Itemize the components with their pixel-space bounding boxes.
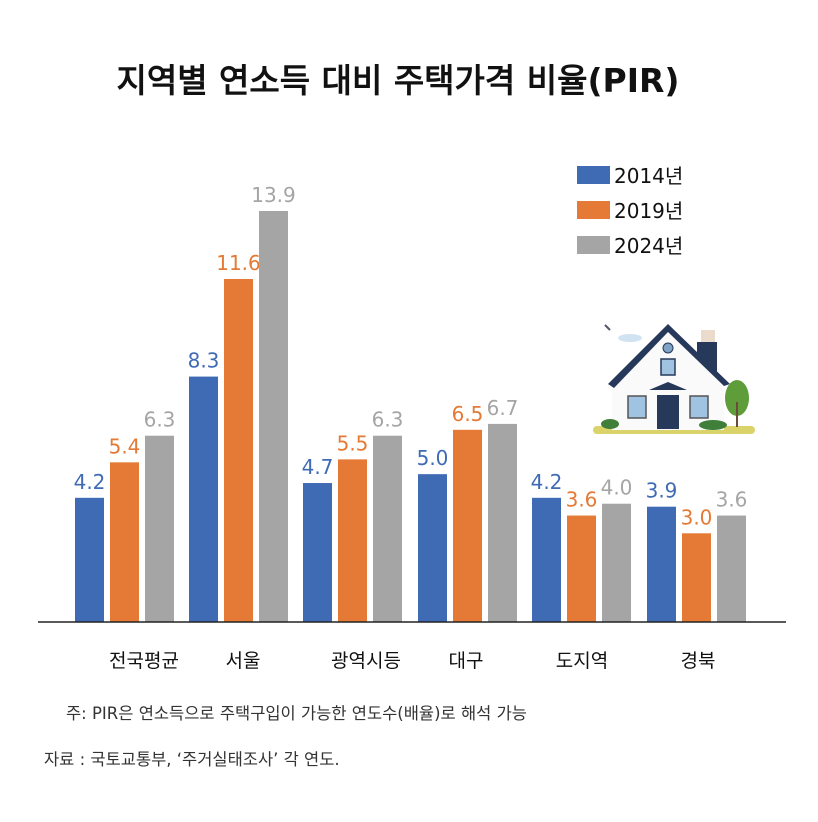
data-label: 5.0 [417,446,449,470]
legend-label: 2024년 [614,234,683,258]
bar-2014년-전국평균 [75,497,104,622]
legend-label: 2019년 [614,199,683,223]
bar-2024년-도지역 [602,503,631,622]
data-label: 6.5 [452,402,484,426]
bar-2019년-서울 [224,279,253,622]
bar-2014년-도지역 [532,497,561,622]
data-label: 6.3 [144,408,176,432]
data-label: 6.7 [487,396,519,420]
data-label: 4.2 [74,470,106,494]
data-label: 11.6 [216,251,261,275]
bar-2019년-대구 [453,429,482,622]
bar-2024년-전국평균 [145,435,174,622]
bar-2019년-도지역 [567,515,596,622]
category-label: 경북 [681,650,716,672]
category-label: 전국평균 [109,650,179,672]
bar-2024년-경북 [717,515,746,622]
data-label: 4.0 [601,476,633,500]
data-label: 5.5 [337,431,369,455]
bar-2014년-광역시등 [303,483,332,622]
data-label: 13.9 [251,183,296,207]
data-label: 3.9 [646,479,678,503]
category-label: 광역시등 [331,650,401,672]
house-icon [593,324,755,434]
legend-swatch [577,201,610,219]
data-label: 3.6 [716,488,748,512]
bar-2014년-경북 [647,506,676,622]
bar-2019년-광역시등 [338,459,367,622]
data-label: 3.0 [681,505,713,529]
legend-label: 2014년 [614,164,683,188]
legend-swatch [577,166,610,184]
chart-title: 지역별 연소득 대비 주택가격 비율(PIR) [116,61,679,100]
bar-2024년-서울 [259,211,288,622]
bar-2019년-경북 [682,533,711,622]
data-label: 5.4 [109,434,141,458]
data-label: 4.2 [531,470,563,494]
legend-swatch [577,236,610,254]
footnote: 주: PIR은 연소득으로 주택구입이 가능한 연도수(배율)로 해석 가능 [66,704,527,723]
data-label: 3.6 [566,488,598,512]
source-note: 자료 : 국토교통부, ‘주거실태조사’ 각 연도. [44,750,340,769]
data-label: 6.3 [372,408,404,432]
bar-2024년-광역시등 [373,435,402,622]
data-label: 8.3 [188,349,220,373]
category-label: 서울 [226,650,261,672]
category-label: 도지역 [556,650,608,672]
bar-2019년-전국평균 [110,462,139,622]
bar-2024년-대구 [488,423,517,622]
bar-2014년-대구 [418,474,447,622]
bar-2014년-서울 [189,376,218,622]
data-label: 4.7 [302,455,334,479]
category-label: 대구 [449,650,484,672]
